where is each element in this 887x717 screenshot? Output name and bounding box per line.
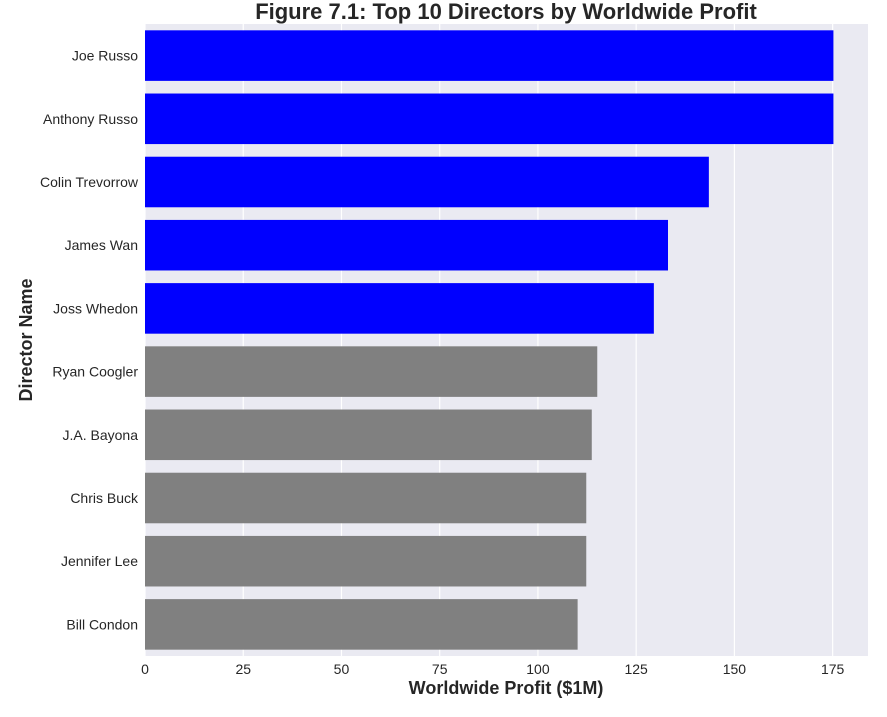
bar-8 xyxy=(145,535,587,587)
x-tick-label-7: 175 xyxy=(821,661,845,677)
y-tick-label-7: Chris Buck xyxy=(70,490,139,506)
x-tick-labels: 0 25 50 75 100 125 150 175 xyxy=(141,661,844,677)
x-tick-label-5: 125 xyxy=(624,661,648,677)
x-tick-label-1: 25 xyxy=(235,661,251,677)
y-tick-label-8: Jennifer Lee xyxy=(61,553,138,569)
x-axis-label: Worldwide Profit ($1M) xyxy=(409,678,604,698)
bar-0 xyxy=(145,30,834,81)
bar-3 xyxy=(145,219,668,271)
y-tick-label-6: J.A. Bayona xyxy=(63,427,139,443)
y-tick-label-3: James Wan xyxy=(65,237,138,253)
x-tick-label-0: 0 xyxy=(141,661,149,677)
y-axis-label: Director Name xyxy=(16,278,36,401)
bar-9 xyxy=(145,599,578,650)
x-tick-label-6: 150 xyxy=(723,661,747,677)
y-tick-label-9: Bill Condon xyxy=(66,616,138,632)
x-tick-label-3: 75 xyxy=(432,661,448,677)
bar-6 xyxy=(145,409,592,461)
bar-2 xyxy=(145,156,709,208)
x-tick-label-4: 100 xyxy=(526,661,550,677)
bar-7 xyxy=(145,472,587,524)
y-tick-label-1: Anthony Russo xyxy=(43,111,138,127)
bars xyxy=(145,30,834,650)
y-tick-label-4: Joss Whedon xyxy=(53,300,138,316)
y-tick-labels: Joe Russo Anthony Russo Colin Trevorrow Jam… xyxy=(40,48,139,633)
bar-4 xyxy=(145,283,654,334)
x-tick-label-2: 50 xyxy=(334,661,350,677)
y-tick-label-0: Joe Russo xyxy=(72,48,138,64)
bar-1 xyxy=(145,93,834,145)
chart-title: Figure 7.1: Top 10 Directors by Worldwid… xyxy=(255,0,757,24)
bar-5 xyxy=(145,346,598,397)
y-tick-label-5: Ryan Coogler xyxy=(52,364,138,380)
y-tick-label-2: Colin Trevorrow xyxy=(40,174,139,190)
